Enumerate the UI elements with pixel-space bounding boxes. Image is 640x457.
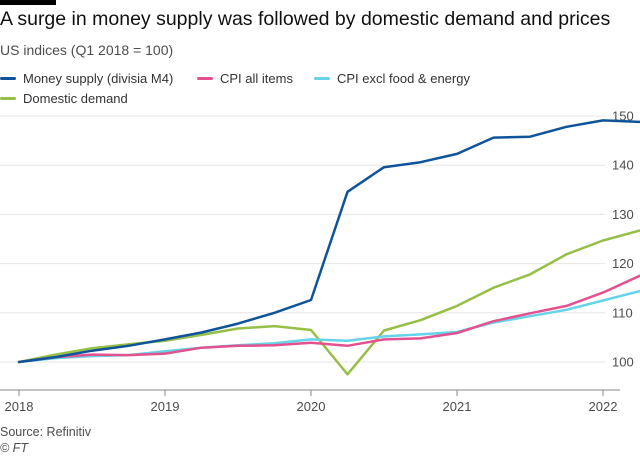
ft-credit: © FT: [0, 441, 28, 455]
chart-subtitle: US indices (Q1 2018 = 100): [0, 42, 174, 58]
legend-item-cpi-core: CPI excl food & energy: [314, 71, 470, 86]
x-tick-label-2022: 2022: [589, 399, 618, 414]
series-line-money-supply: [17, 119, 640, 364]
legend-item-domestic-demand: Domestic demand: [0, 91, 128, 106]
x-tick-label-2019: 2019: [151, 399, 180, 414]
legend-item-money-supply: Money supply (divisia M4): [0, 71, 173, 86]
series-line-domestic-demand: [17, 229, 640, 376]
series-lines: [17, 119, 640, 376]
y-tick-label-110: 110: [612, 305, 633, 320]
legend-swatch-money-supply: [0, 77, 16, 80]
legend-swatch-cpi-core: [314, 77, 330, 80]
legend-label-cpi-all-items: CPI all items: [220, 71, 293, 86]
x-tick-label-2020: 2020: [297, 399, 326, 414]
legend-label-money-supply: Money supply (divisia M4): [23, 71, 174, 86]
x-tick-label-2021: 2021: [443, 399, 472, 414]
legend-item-cpi-all-items: CPI all items: [197, 71, 293, 86]
legend-label-domestic-demand: Domestic demand: [23, 91, 128, 106]
y-tick-label-130: 130: [612, 207, 634, 222]
series-line-cpi-all-items: [17, 274, 640, 364]
series-line-cpi-core: [17, 289, 640, 364]
source-note: Source: Refinitiv: [0, 425, 92, 439]
x-tick-label-2018: 2018: [5, 399, 34, 414]
y-tick-label-120: 120: [612, 256, 634, 271]
legend-swatch-domestic-demand: [0, 97, 16, 100]
legend-label-cpi-core: CPI excl food & energy: [337, 71, 470, 86]
y-tick-label-100: 100: [612, 355, 634, 370]
chart-legend: Money supply (divisia M4) CPI all items …: [0, 71, 640, 113]
y-tick-label-140: 140: [612, 158, 634, 173]
grid-lines: [0, 115, 605, 363]
header-accent-bar: [0, 0, 56, 5]
x-axis: 2018 2019 2020 2021 2022: [0, 389, 620, 414]
legend-swatch-cpi-all-items: [197, 77, 213, 80]
chart-title: A surge in money supply was followed by …: [0, 8, 611, 30]
